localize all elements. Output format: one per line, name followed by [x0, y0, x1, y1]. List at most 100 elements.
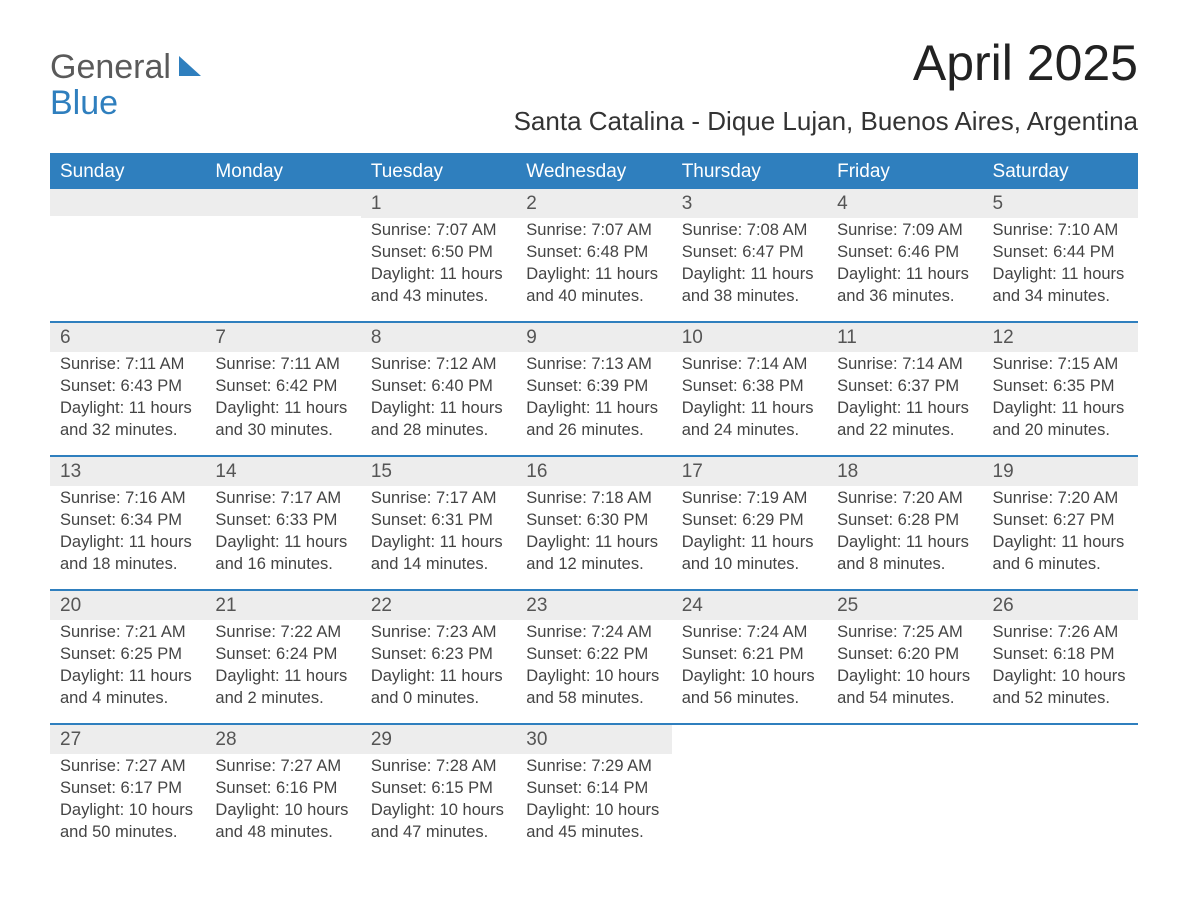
calendar-cell: 20Sunrise: 7:21 AMSunset: 6:25 PMDayligh…	[50, 591, 205, 723]
day-number: 27	[50, 725, 205, 754]
day-number: 1	[361, 189, 516, 218]
sunrise-text: Sunrise: 7:27 AM	[60, 756, 195, 778]
sunset-text: Sunset: 6:22 PM	[526, 644, 661, 666]
brand-logo: General Blue	[50, 50, 205, 121]
calendar-cell: 13Sunrise: 7:16 AMSunset: 6:34 PMDayligh…	[50, 457, 205, 589]
sunrise-text: Sunrise: 7:17 AM	[215, 488, 350, 510]
daylight-text: Daylight: 11 hours and 30 minutes.	[215, 398, 350, 442]
calendar-cell: 24Sunrise: 7:24 AMSunset: 6:21 PMDayligh…	[672, 591, 827, 723]
brand-text-1: General	[50, 48, 171, 86]
sunset-text: Sunset: 6:40 PM	[371, 376, 506, 398]
sunset-text: Sunset: 6:44 PM	[993, 242, 1128, 264]
daylight-text: Daylight: 10 hours and 48 minutes.	[215, 800, 350, 844]
sunset-text: Sunset: 6:37 PM	[837, 376, 972, 398]
sunset-text: Sunset: 6:29 PM	[682, 510, 817, 532]
sunrise-text: Sunrise: 7:09 AM	[837, 220, 972, 242]
day-number: 21	[205, 591, 360, 620]
sunset-text: Sunset: 6:34 PM	[60, 510, 195, 532]
calendar-cell-empty	[205, 189, 360, 321]
sunset-text: Sunset: 6:39 PM	[526, 376, 661, 398]
sunset-text: Sunset: 6:16 PM	[215, 778, 350, 800]
brand-text-2: Blue	[50, 84, 118, 122]
day-number: 20	[50, 591, 205, 620]
calendar-cell: 7Sunrise: 7:11 AMSunset: 6:42 PMDaylight…	[205, 323, 360, 455]
sunrise-text: Sunrise: 7:22 AM	[215, 622, 350, 644]
calendar-cell: 12Sunrise: 7:15 AMSunset: 6:35 PMDayligh…	[983, 323, 1138, 455]
calendar-cell-empty	[827, 725, 982, 857]
calendar-table: Sunday Monday Tuesday Wednesday Thursday…	[50, 153, 1138, 857]
sunset-text: Sunset: 6:21 PM	[682, 644, 817, 666]
daylight-text: Daylight: 11 hours and 4 minutes.	[60, 666, 195, 710]
sunrise-text: Sunrise: 7:08 AM	[682, 220, 817, 242]
sunset-text: Sunset: 6:43 PM	[60, 376, 195, 398]
sunrise-text: Sunrise: 7:27 AM	[215, 756, 350, 778]
daylight-text: Daylight: 11 hours and 0 minutes.	[371, 666, 506, 710]
day-header-sat: Saturday	[983, 155, 1138, 189]
sunset-text: Sunset: 6:14 PM	[526, 778, 661, 800]
calendar-cell: 10Sunrise: 7:14 AMSunset: 6:38 PMDayligh…	[672, 323, 827, 455]
sunrise-text: Sunrise: 7:18 AM	[526, 488, 661, 510]
daylight-text: Daylight: 11 hours and 8 minutes.	[837, 532, 972, 576]
calendar-week: 27Sunrise: 7:27 AMSunset: 6:17 PMDayligh…	[50, 723, 1138, 857]
day-number: 2	[516, 189, 671, 218]
daylight-text: Daylight: 11 hours and 6 minutes.	[993, 532, 1128, 576]
day-number: 28	[205, 725, 360, 754]
daylight-text: Daylight: 10 hours and 50 minutes.	[60, 800, 195, 844]
day-number: 25	[827, 591, 982, 620]
calendar-cell: 11Sunrise: 7:14 AMSunset: 6:37 PMDayligh…	[827, 323, 982, 455]
month-title: April 2025	[514, 34, 1138, 92]
sunrise-text: Sunrise: 7:20 AM	[993, 488, 1128, 510]
sunrise-text: Sunrise: 7:15 AM	[993, 354, 1128, 376]
day-number: 12	[983, 323, 1138, 352]
daylight-text: Daylight: 10 hours and 54 minutes.	[837, 666, 972, 710]
daylight-text: Daylight: 11 hours and 40 minutes.	[526, 264, 661, 308]
calendar-cell: 26Sunrise: 7:26 AMSunset: 6:18 PMDayligh…	[983, 591, 1138, 723]
calendar-cell-empty	[50, 189, 205, 321]
day-number: 24	[672, 591, 827, 620]
day-number: 10	[672, 323, 827, 352]
day-header-thu: Thursday	[672, 155, 827, 189]
day-number	[672, 725, 827, 752]
daylight-text: Daylight: 10 hours and 45 minutes.	[526, 800, 661, 844]
day-header-mon: Monday	[205, 155, 360, 189]
sunset-text: Sunset: 6:23 PM	[371, 644, 506, 666]
day-number: 30	[516, 725, 671, 754]
calendar-cell: 6Sunrise: 7:11 AMSunset: 6:43 PMDaylight…	[50, 323, 205, 455]
sunset-text: Sunset: 6:46 PM	[837, 242, 972, 264]
calendar-cell: 3Sunrise: 7:08 AMSunset: 6:47 PMDaylight…	[672, 189, 827, 321]
daylight-text: Daylight: 11 hours and 38 minutes.	[682, 264, 817, 308]
sunset-text: Sunset: 6:48 PM	[526, 242, 661, 264]
daylight-text: Daylight: 11 hours and 36 minutes.	[837, 264, 972, 308]
day-number: 8	[361, 323, 516, 352]
day-number	[205, 189, 360, 216]
sunset-text: Sunset: 6:33 PM	[215, 510, 350, 532]
sunset-text: Sunset: 6:47 PM	[682, 242, 817, 264]
calendar-cell: 14Sunrise: 7:17 AMSunset: 6:33 PMDayligh…	[205, 457, 360, 589]
calendar-cell: 16Sunrise: 7:18 AMSunset: 6:30 PMDayligh…	[516, 457, 671, 589]
sunrise-text: Sunrise: 7:20 AM	[837, 488, 972, 510]
sunset-text: Sunset: 6:20 PM	[837, 644, 972, 666]
daylight-text: Daylight: 11 hours and 43 minutes.	[371, 264, 506, 308]
daylight-text: Daylight: 11 hours and 20 minutes.	[993, 398, 1128, 442]
sunrise-text: Sunrise: 7:11 AM	[60, 354, 195, 376]
daylight-text: Daylight: 11 hours and 10 minutes.	[682, 532, 817, 576]
daylight-text: Daylight: 11 hours and 34 minutes.	[993, 264, 1128, 308]
calendar-cell: 29Sunrise: 7:28 AMSunset: 6:15 PMDayligh…	[361, 725, 516, 857]
day-number: 13	[50, 457, 205, 486]
calendar-cell: 28Sunrise: 7:27 AMSunset: 6:16 PMDayligh…	[205, 725, 360, 857]
daylight-text: Daylight: 11 hours and 32 minutes.	[60, 398, 195, 442]
sunset-text: Sunset: 6:42 PM	[215, 376, 350, 398]
daylight-text: Daylight: 11 hours and 12 minutes.	[526, 532, 661, 576]
calendar-cell: 5Sunrise: 7:10 AMSunset: 6:44 PMDaylight…	[983, 189, 1138, 321]
sunset-text: Sunset: 6:38 PM	[682, 376, 817, 398]
daylight-text: Daylight: 10 hours and 56 minutes.	[682, 666, 817, 710]
calendar-cell: 18Sunrise: 7:20 AMSunset: 6:28 PMDayligh…	[827, 457, 982, 589]
sunrise-text: Sunrise: 7:11 AM	[215, 354, 350, 376]
day-number: 23	[516, 591, 671, 620]
sunrise-text: Sunrise: 7:07 AM	[371, 220, 506, 242]
day-number: 14	[205, 457, 360, 486]
calendar-cell: 27Sunrise: 7:27 AMSunset: 6:17 PMDayligh…	[50, 725, 205, 857]
sail-icon	[177, 48, 205, 86]
calendar-cell: 25Sunrise: 7:25 AMSunset: 6:20 PMDayligh…	[827, 591, 982, 723]
calendar-week: 6Sunrise: 7:11 AMSunset: 6:43 PMDaylight…	[50, 321, 1138, 455]
